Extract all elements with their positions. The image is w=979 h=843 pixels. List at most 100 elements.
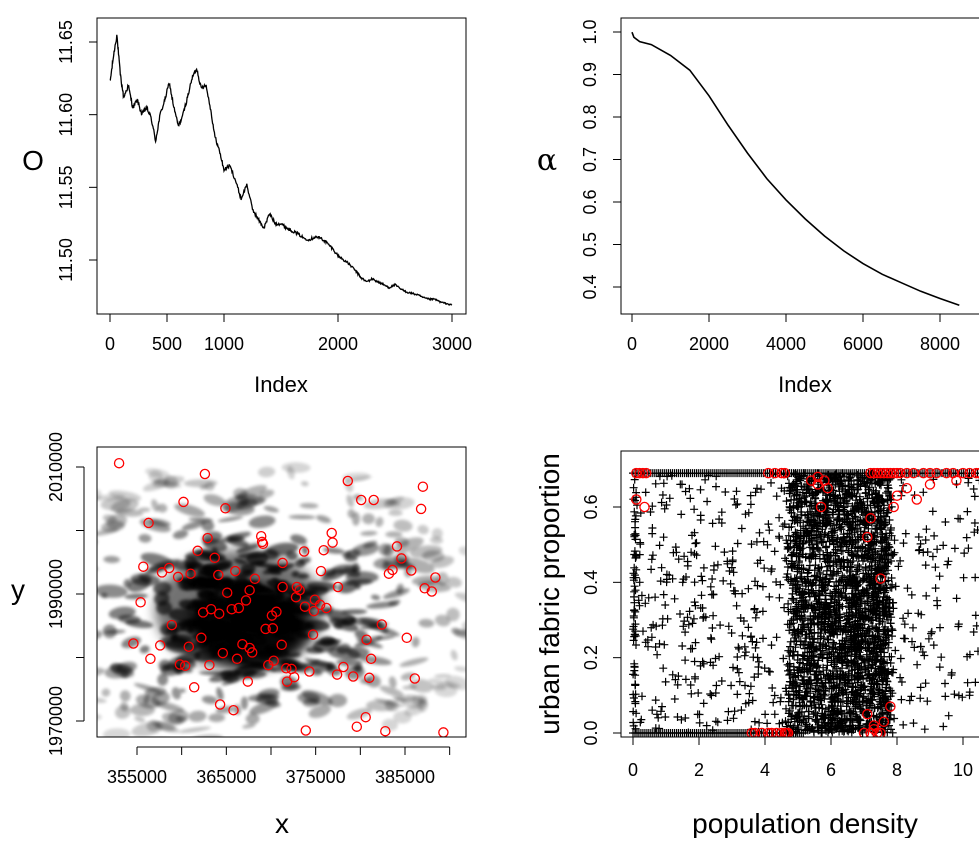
plus-point [709,612,717,620]
plus-point [749,697,757,705]
x-tick-label: 10 [953,760,973,780]
data-point [402,633,411,642]
plus-point [691,598,699,606]
plus-point [703,498,711,506]
plus-point [659,664,667,672]
highlighted-point [640,502,649,511]
plus-point [737,706,745,714]
plus-point [648,555,656,563]
plus-point [656,541,664,549]
plus-point [700,699,708,707]
x-tick-label: 0 [627,334,637,354]
plus-point [776,698,784,706]
highlighted-point [925,480,934,489]
plus-point [964,479,972,487]
plus-point [661,713,669,721]
plus-point [747,633,755,641]
raster-patch [393,519,413,533]
plus-point [648,524,656,532]
x-tick-label: 355000 [107,767,167,787]
plus-point [941,680,949,688]
raster-patch [346,571,379,583]
data-point [200,469,209,478]
plus-point [929,507,937,515]
plus-point [921,725,929,733]
plus-point [685,621,693,629]
plus-point [681,714,689,722]
plus-point [919,488,927,496]
raster-patch [385,531,402,537]
plus-point [779,522,787,530]
raster-patch [62,571,92,585]
y-tick-label: 11.60 [56,93,76,137]
y-tick-label: 1970000 [46,686,66,756]
plus-point [706,690,714,698]
y-tick-label: 11.65 [56,20,76,64]
plus-point [789,652,797,660]
raster-patch [188,517,213,523]
raster-patch [70,561,99,572]
plus-point [687,681,695,689]
plus-point [923,697,931,705]
raster-patch [48,667,80,682]
data-point [418,482,427,491]
raster-patch [103,728,131,742]
plus-point [760,564,768,572]
plus-point [686,607,694,615]
plus-point [707,634,715,642]
plus-point [900,634,908,642]
plus-point [721,488,729,496]
plus-point [788,595,796,603]
x-axis-label: population density [692,808,918,838]
plus-point [748,540,756,548]
raster-patch [374,516,384,528]
plus-point [768,684,776,692]
plus-point [660,591,668,599]
plus-point [892,582,900,590]
plus-point [766,668,774,676]
plus-point [910,719,918,727]
plus-point [900,539,908,547]
plus-point [671,695,679,703]
plus-point [694,710,702,718]
raster-patch [454,590,481,605]
data-point [352,722,361,731]
raster-patch [139,644,151,654]
plus-point [631,681,639,689]
raster-patch [218,515,244,523]
raster-patch [124,593,148,600]
plus-point [741,652,749,660]
plus-point [700,613,708,621]
plus-point [941,518,949,526]
raster-patch [73,582,81,589]
plus-point [930,641,938,649]
plus-point [941,692,949,700]
plus-point [730,714,738,722]
plus-point [753,484,761,492]
raster-patch [450,649,459,661]
x-tick-label: 2 [694,760,704,780]
x-tick-label: 500 [152,334,182,354]
plus-point [714,718,722,726]
x-tick-label: 4 [760,760,770,780]
plus-point [889,626,897,634]
raster-patch [467,606,501,620]
plus-point [676,610,684,618]
raster-patch [256,750,273,755]
plus-point [647,508,655,516]
plus-point [729,547,737,555]
y-tick-label: 0.2 [581,645,601,670]
raster-patch [39,651,61,664]
plus-point [697,516,705,524]
x-tick-label: 0 [628,760,638,780]
plus-point [744,585,752,593]
y-tick-label: 0.8 [580,104,600,129]
plus-point [710,562,718,570]
data-point [417,504,426,513]
plus-point [891,647,899,655]
